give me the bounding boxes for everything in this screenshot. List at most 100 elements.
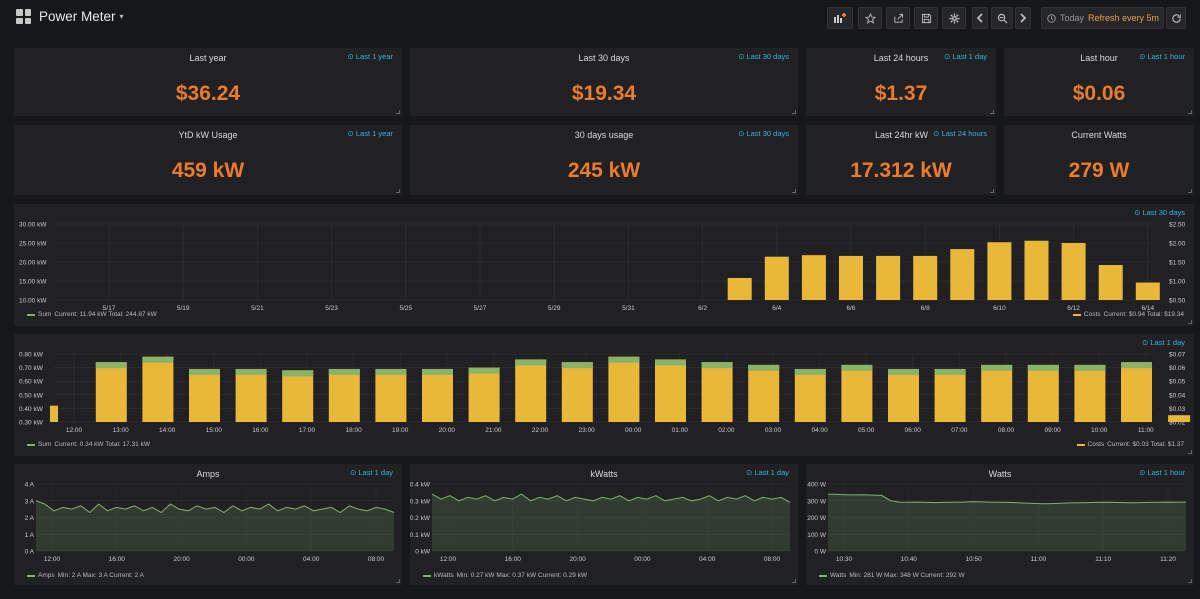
x-tick-label: 04:00 bbox=[303, 556, 320, 563]
time-back-button[interactable] bbox=[972, 7, 988, 29]
graph-panel-kwatts[interactable]: kWatts ⊙ Last 1 day 0 kW 0.1 kW 0.2 kW 0.3 … bbox=[410, 464, 798, 585]
resize-handle[interactable] bbox=[792, 189, 796, 193]
series-area bbox=[432, 494, 790, 551]
resize-handle[interactable] bbox=[1188, 320, 1192, 324]
graph-panel-30-days[interactable]: ⊙ Last 30 days 10.00 kW $0.50 15.00 kW $1.0… bbox=[14, 204, 1194, 326]
bar-cost-segment bbox=[608, 356, 640, 363]
y-tick-label-right: $0.06 bbox=[1169, 365, 1186, 372]
y-tick-label: 100 W bbox=[807, 532, 827, 539]
series-swatch bbox=[1072, 313, 1081, 316]
bar bbox=[515, 359, 547, 422]
bar bbox=[701, 362, 733, 422]
y-tick-label: 20.00 kW bbox=[19, 260, 47, 267]
bar-cost-segment bbox=[701, 362, 733, 369]
series-swatch bbox=[1076, 443, 1085, 446]
chevron-right-icon bbox=[1020, 13, 1027, 23]
x-tick-label: 20:00 bbox=[173, 556, 190, 563]
zoom-out-button[interactable] bbox=[991, 7, 1013, 29]
legend-left[interactable]: Sum Current: 0.34 kW Total: 17.31 kW bbox=[27, 441, 150, 448]
graph-panel-amps[interactable]: Amps ⊙ Last 1 day 0 A 1 A 2 A 3 A 4 A 12:00 16… bbox=[14, 464, 402, 585]
legend-series-name: Sum bbox=[38, 441, 52, 448]
x-tick-label: 01:00 bbox=[672, 427, 689, 434]
resize-handle[interactable] bbox=[792, 110, 796, 114]
panel-title: Last year bbox=[189, 53, 227, 63]
stat-value: $0.06 bbox=[1072, 82, 1126, 105]
stat-panel-last-30-days[interactable]: Last 30 days ⊙ Last 30 days $19.34 bbox=[410, 48, 798, 116]
y-tick-label: 0.30 kW bbox=[19, 420, 44, 427]
add-panel-icon bbox=[834, 13, 846, 23]
y-tick-label-right: $2.00 bbox=[1169, 241, 1186, 248]
panel-title: kWatts bbox=[590, 469, 618, 479]
resize-handle[interactable] bbox=[792, 579, 796, 583]
settings-button[interactable] bbox=[942, 7, 966, 29]
series-area bbox=[828, 494, 1186, 551]
x-tick-label: 20:00 bbox=[439, 427, 456, 434]
stat-panel-last-24-hours[interactable]: Last 24 hours ⊙ Last 1 day $1.37 bbox=[806, 48, 996, 116]
resize-handle[interactable] bbox=[396, 579, 400, 583]
x-tick-label: 6/8 bbox=[921, 305, 930, 312]
star-button[interactable] bbox=[858, 7, 882, 29]
legend[interactable]: kWatts Min: 0.27 kW Max: 0.37 kW Current… bbox=[423, 572, 587, 579]
bar bbox=[282, 370, 314, 422]
stat-panel-last-hour[interactable]: Last hour ⊙ Last 1 hour $0.06 bbox=[1004, 48, 1194, 116]
legend[interactable]: Amps Min: 2 A Max: 3 A Current: 2 A bbox=[27, 572, 144, 579]
y-tick-label: 0.80 kW bbox=[19, 352, 44, 359]
resize-handle[interactable] bbox=[396, 189, 400, 193]
line-chart-amps: 0 A 1 A 2 A 3 A 4 A 12:00 16:00 20:00 00:00 04:00… bbox=[25, 482, 395, 563]
legend[interactable]: Watts Min: 281 W Max: 348 W Current: 292… bbox=[819, 572, 965, 579]
y-tick-label: 4 A bbox=[25, 482, 35, 489]
time-picker[interactable]: Today Refresh every 5m bbox=[1041, 7, 1164, 29]
legend-stats: Min: 281 W Max: 348 W Current: 292 W bbox=[849, 572, 965, 579]
resize-handle[interactable] bbox=[990, 110, 994, 114]
dashboard-picker[interactable]: Power Meter ▾ bbox=[16, 9, 124, 24]
stat-panel-current-watts[interactable]: Current Watts 279 W bbox=[1004, 125, 1194, 195]
stat-panel-30-days-usage[interactable]: 30 days usage ⊙ Last 30 days 245 kW bbox=[410, 125, 798, 195]
stat-panel-last-24hr-kw[interactable]: Last 24hr kW ⊙ Last 24 hours 17.312 kW bbox=[806, 125, 996, 195]
legend-right[interactable]: Costs Current: $0.94 Total: $19.34 bbox=[1072, 311, 1184, 318]
refresh-button[interactable] bbox=[1166, 7, 1186, 29]
bar-cost-segment bbox=[142, 356, 174, 363]
stat-panel-last-year[interactable]: Last year ⊙ Last 1 year $36.24 bbox=[14, 48, 402, 116]
x-tick-label: 21:00 bbox=[485, 427, 502, 434]
x-tick-label: 00:00 bbox=[625, 427, 642, 434]
resize-handle[interactable] bbox=[1188, 189, 1192, 193]
stat-panel-ytd-usage[interactable]: YtD kW Usage ⊙ Last 1 year 459 kW bbox=[14, 125, 402, 195]
add-panel-button[interactable] bbox=[827, 7, 853, 29]
legend-right[interactable]: Costs Current: $0.03 Total: $1.37 bbox=[1076, 441, 1184, 448]
x-tick-label: 6/10 bbox=[993, 305, 1006, 312]
bar bbox=[794, 368, 826, 422]
panel-title: Current Watts bbox=[1071, 130, 1127, 140]
x-tick-label: 16:00 bbox=[252, 427, 269, 434]
legend-left[interactable]: Sum Current: 11.94 kW Total: 244.87 kW bbox=[27, 311, 157, 318]
panel-title: Last 30 days bbox=[578, 53, 630, 63]
graph-panel-24-hours[interactable]: ⊙ Last 1 day 0.30 kW $0.02 0.40 kW $0.03 0.5… bbox=[14, 334, 1194, 456]
resize-handle[interactable] bbox=[1188, 450, 1192, 454]
panel-title: YtD kW Usage bbox=[178, 130, 238, 140]
bar bbox=[748, 364, 780, 422]
bar bbox=[764, 256, 789, 300]
x-tick-label: 11:20 bbox=[1160, 556, 1176, 563]
resize-handle[interactable] bbox=[1188, 110, 1192, 114]
save-button[interactable] bbox=[914, 7, 938, 29]
x-tick-label: 09:00 bbox=[1044, 427, 1061, 434]
share-button[interactable] bbox=[886, 7, 910, 29]
series-line bbox=[35, 500, 395, 514]
bar-cost-segment bbox=[561, 362, 593, 369]
x-tick-label: 00:00 bbox=[238, 556, 255, 563]
bar-chart-24-hours: 0.30 kW $0.02 0.40 kW $0.03 0.50 kW $0.04 0.60… bbox=[19, 352, 1191, 434]
time-range-label: Today bbox=[1060, 13, 1085, 23]
y-tick-label: 0.40 kW bbox=[19, 406, 44, 413]
y-tick-label: 0.4 kW bbox=[410, 482, 431, 489]
graph-panel-watts[interactable]: Watts ⊙ Last 1 hour 0 W 100 W 200 W 300 W 40… bbox=[806, 464, 1194, 585]
series-line bbox=[431, 493, 791, 503]
resize-handle[interactable] bbox=[396, 110, 400, 114]
x-tick-label: 10:30 bbox=[836, 556, 853, 563]
resize-handle[interactable] bbox=[1188, 579, 1192, 583]
time-forward-button[interactable] bbox=[1015, 7, 1031, 29]
x-tick-label: 22:00 bbox=[532, 427, 549, 434]
resize-handle[interactable] bbox=[990, 189, 994, 193]
bar-cost-segment bbox=[95, 362, 127, 369]
bar bbox=[1098, 265, 1123, 300]
x-tick-label: 6/12 bbox=[1067, 305, 1080, 312]
x-tick-label: 5/19 bbox=[177, 305, 190, 312]
